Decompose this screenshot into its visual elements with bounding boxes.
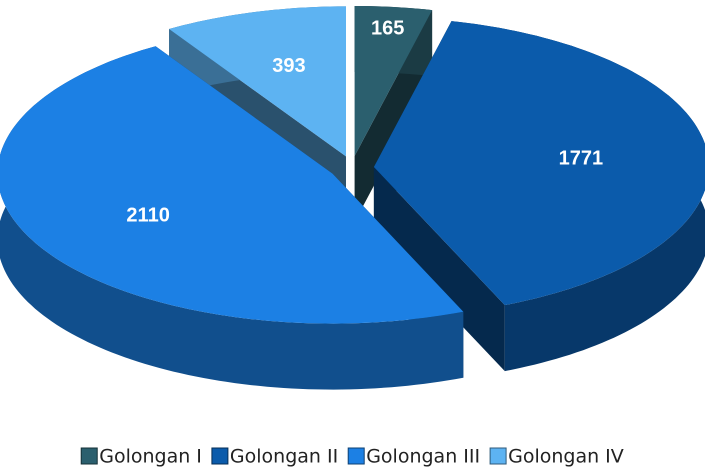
value-label: 1771 [559,147,604,169]
legend-swatch [347,447,365,465]
slice-side [373,167,505,372]
legend-swatch [211,447,229,465]
slice-side [0,46,464,390]
legend-label: Golongan IV [508,446,624,468]
slice [373,21,705,306]
slice [354,6,433,156]
slice [169,6,346,157]
value-label: 2110 [126,205,169,227]
value-label: 393 [272,55,305,77]
legend-label: Golongan II [230,446,338,468]
legend-swatch [489,447,507,465]
value-label: 165 [371,18,404,40]
legend-swatch [80,447,98,465]
legend-label: Golongan I [99,446,202,468]
legend-label: Golongan III [366,446,480,468]
legend: Golongan I Golongan II Golongan III Golonga… [80,446,624,468]
slice [0,46,464,324]
